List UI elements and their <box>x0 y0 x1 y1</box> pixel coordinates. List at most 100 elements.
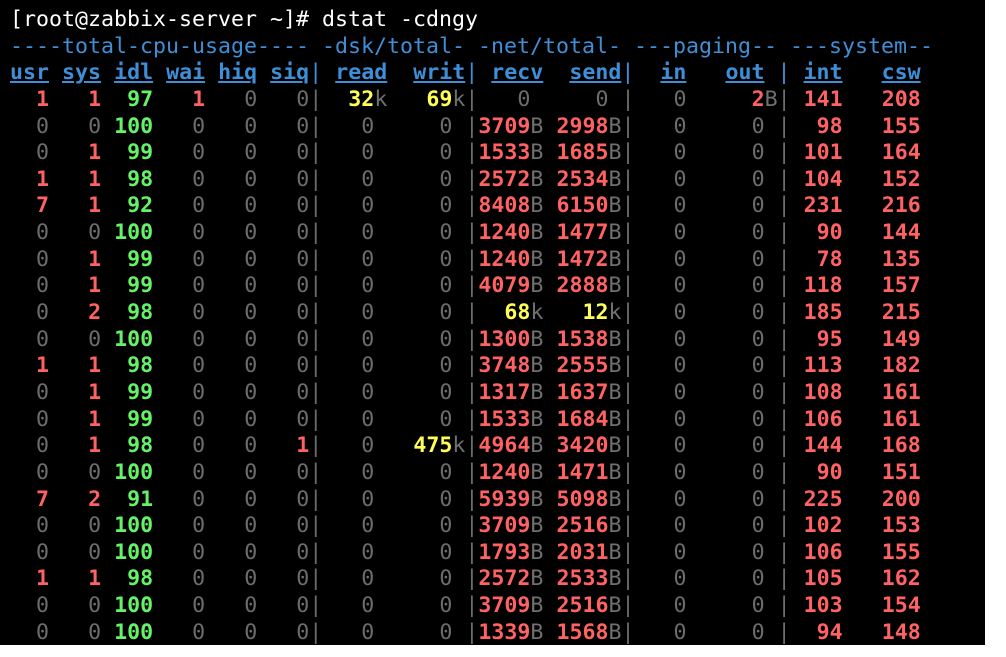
cell: 0 <box>751 486 765 512</box>
cell: 0 <box>36 300 50 326</box>
cell: 104 <box>803 166 843 192</box>
cell: 1472B <box>556 246 622 272</box>
cell: 0 <box>673 86 687 112</box>
cell: 6150B <box>556 193 622 219</box>
cell: 1568B <box>556 619 622 645</box>
cell: 141 <box>803 86 843 112</box>
cell: 0 <box>673 513 687 539</box>
cell: 100 <box>114 326 154 352</box>
separator: | <box>465 433 479 459</box>
separator: | <box>777 433 791 459</box>
cell: 0 <box>673 246 687 272</box>
cell: 4079B <box>478 273 544 299</box>
data-row: 0 0 100 0 0 0| 0 0 |3709B 2516B| 0 0 | 1… <box>10 593 985 620</box>
cell: 0 <box>36 539 50 565</box>
cell: 0 <box>751 459 765 485</box>
cell: 0 <box>88 593 102 619</box>
cell: 0 <box>439 513 453 539</box>
cell: 0 <box>192 379 206 405</box>
cell: 0 <box>244 353 258 379</box>
column-name: out <box>725 60 765 86</box>
cell: 231 <box>803 193 843 219</box>
cell: 78 <box>816 246 843 272</box>
cell: 98 <box>127 433 154 459</box>
data-row: 1 1 98 0 0 0| 0 0 |3748B 2555B| 0 0 | 11… <box>10 353 985 380</box>
cell: 0 <box>439 140 453 166</box>
separator: | <box>621 273 635 299</box>
cell: 0 <box>361 619 375 645</box>
cell: 0 <box>439 619 453 645</box>
prompt-line: [root@zabbix-server ~]# dstat -cdngy <box>10 7 985 34</box>
cell: 0 <box>296 193 310 219</box>
data-row: 0 0 100 0 0 0| 0 0 |3709B 2516B| 0 0 | 1… <box>10 513 985 540</box>
data-row: 1 1 98 0 0 0| 0 0 |2572B 2534B| 0 0 | 10… <box>10 167 985 194</box>
separator: | <box>465 513 479 539</box>
data-row: 7 1 92 0 0 0| 0 0 |8408B 6150B| 0 0 | 23… <box>10 193 985 220</box>
cell: 1 <box>88 246 102 272</box>
column-name: wai <box>166 60 206 86</box>
separator: | <box>621 513 635 539</box>
cell: 0 <box>36 379 50 405</box>
separator: | <box>309 379 323 405</box>
cell: 215 <box>881 300 921 326</box>
cell: 0 <box>88 326 102 352</box>
cell: 100 <box>114 220 154 246</box>
cell: 0 <box>244 406 258 432</box>
cell: 0 <box>296 619 310 645</box>
cell: 0 <box>439 486 453 512</box>
cell: 0 <box>361 566 375 592</box>
separator: | <box>621 60 635 86</box>
cell: 97 <box>127 86 154 112</box>
cell: 0 <box>361 326 375 352</box>
cell: 2533B <box>556 566 622 592</box>
cell: 0 <box>751 140 765 166</box>
terminal: [root@zabbix-server ~]# dstat -cdngy ---… <box>0 0 985 645</box>
cell: 0 <box>192 486 206 512</box>
cell: 0 <box>361 433 375 459</box>
separator: | <box>621 140 635 166</box>
cell: 0 <box>296 593 310 619</box>
cell: 5939B <box>478 486 544 512</box>
cell: 0 <box>673 406 687 432</box>
data-row: 0 1 99 0 0 0| 0 0 |1240B 1472B| 0 0 | 78… <box>10 247 985 274</box>
separator: | <box>777 539 791 565</box>
separator: | <box>309 86 323 112</box>
cell: 1 <box>36 166 50 192</box>
cell: 155 <box>881 113 921 139</box>
separator: | <box>309 193 323 219</box>
separator: | <box>465 193 479 219</box>
cell: 0 <box>595 86 609 112</box>
data-row: 0 1 99 0 0 0| 0 0 |1533B 1685B| 0 0 | 10… <box>10 140 985 167</box>
cell: 0 <box>361 539 375 565</box>
cell: 0 <box>244 86 258 112</box>
separator: | <box>621 246 635 272</box>
cell: 1 <box>88 566 102 592</box>
cell: 0 <box>36 140 50 166</box>
cell: 2555B <box>556 353 622 379</box>
cell: 0 <box>244 379 258 405</box>
cell: 0 <box>192 113 206 139</box>
column-name: int <box>803 60 843 86</box>
cell: 0 <box>244 433 258 459</box>
column-header: usr sys idl wai hiq siq| read writ| recv… <box>10 60 985 87</box>
cell: 208 <box>881 86 921 112</box>
column-name: idl <box>114 60 154 86</box>
separator: | <box>621 166 635 192</box>
separator: | <box>465 539 479 565</box>
cell: 2888B <box>556 273 622 299</box>
cell: 98 <box>127 300 154 326</box>
cell: 0 <box>296 86 310 112</box>
cell: 1533B <box>478 406 544 432</box>
cell: 113 <box>803 353 843 379</box>
cell: 0 <box>192 619 206 645</box>
cell: 0 <box>192 566 206 592</box>
cell: 2B <box>751 86 778 112</box>
cell: 0 <box>36 220 50 246</box>
cell: 0 <box>361 486 375 512</box>
cell: 2572B <box>478 566 544 592</box>
cell: 0 <box>296 406 310 432</box>
separator: | <box>777 273 791 299</box>
separator: | <box>465 113 479 139</box>
cell: 1471B <box>556 459 622 485</box>
